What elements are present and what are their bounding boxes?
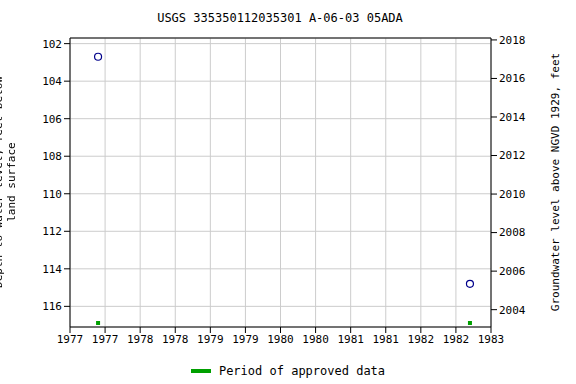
svg-text:1980: 1980	[302, 333, 329, 346]
svg-text:1982: 1982	[443, 333, 470, 346]
svg-text:114: 114	[42, 263, 62, 276]
svg-text:2004: 2004	[499, 304, 526, 317]
svg-text:106: 106	[42, 113, 62, 126]
svg-text:1979: 1979	[232, 333, 259, 346]
svg-text:112: 112	[42, 225, 62, 238]
svg-text:2008: 2008	[499, 226, 526, 239]
svg-text:2016: 2016	[499, 72, 526, 85]
svg-text:1983: 1983	[478, 333, 505, 346]
svg-text:1981: 1981	[373, 333, 400, 346]
svg-text:2010: 2010	[499, 188, 526, 201]
svg-text:110: 110	[42, 188, 62, 201]
svg-text:2006: 2006	[499, 265, 526, 278]
html-text:Groundwater level above NGVD 1: Groundwater level above NGVD 1929, feet	[549, 52, 562, 312]
svg-text:102: 102	[42, 38, 62, 51]
svg-text:2014: 2014	[499, 111, 526, 124]
html-text:USGS 335350112035301 A-06-03 0: USGS 335350112035301 A-06-03 05ADA	[157, 11, 403, 25]
svg-text:1978: 1978	[127, 333, 154, 346]
svg-text:2012: 2012	[499, 149, 526, 162]
svg-text:1980: 1980	[267, 333, 294, 346]
svg-text:104: 104	[42, 75, 62, 88]
svg-text:1977: 1977	[57, 333, 84, 346]
svg-text:108: 108	[42, 150, 62, 163]
svg-text:2018: 2018	[499, 34, 526, 47]
svg-text:116: 116	[42, 300, 62, 313]
svg-text:1982: 1982	[408, 333, 435, 346]
svg-text:1977: 1977	[92, 333, 119, 346]
html-text:Period of approved data: Period of approved data	[218, 364, 386, 378]
svg-text:1978: 1978	[162, 333, 189, 346]
svg-text:1979: 1979	[197, 333, 224, 346]
svg-text:1981: 1981	[337, 333, 364, 346]
